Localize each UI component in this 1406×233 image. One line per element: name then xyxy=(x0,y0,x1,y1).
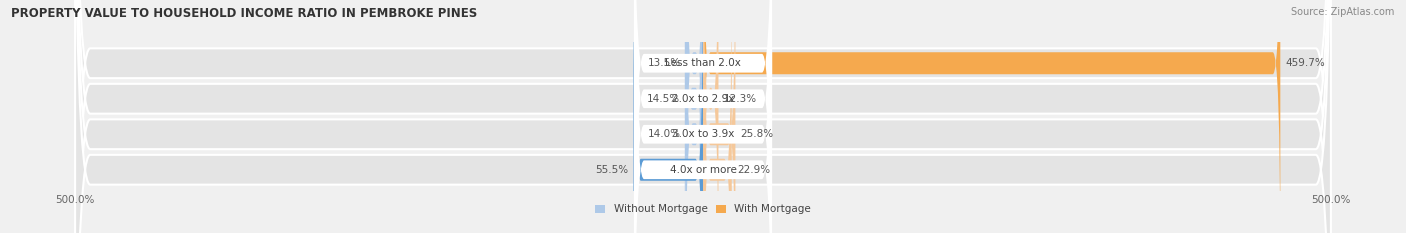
FancyBboxPatch shape xyxy=(685,0,703,233)
FancyBboxPatch shape xyxy=(75,0,1331,233)
Text: Less than 2.0x: Less than 2.0x xyxy=(665,58,741,68)
Text: 13.5%: 13.5% xyxy=(648,58,681,68)
Text: 12.3%: 12.3% xyxy=(724,94,756,104)
FancyBboxPatch shape xyxy=(686,0,703,233)
FancyBboxPatch shape xyxy=(634,0,772,233)
FancyBboxPatch shape xyxy=(703,0,735,233)
FancyBboxPatch shape xyxy=(75,0,1331,233)
Text: Source: ZipAtlas.com: Source: ZipAtlas.com xyxy=(1291,7,1395,17)
FancyBboxPatch shape xyxy=(75,0,1331,233)
FancyBboxPatch shape xyxy=(633,0,703,233)
Text: 459.7%: 459.7% xyxy=(1285,58,1324,68)
Text: 3.0x to 3.9x: 3.0x to 3.9x xyxy=(672,129,734,139)
FancyBboxPatch shape xyxy=(634,0,772,233)
FancyBboxPatch shape xyxy=(634,0,772,233)
FancyBboxPatch shape xyxy=(75,0,1331,233)
Text: 55.5%: 55.5% xyxy=(595,165,628,175)
Text: 25.8%: 25.8% xyxy=(741,129,773,139)
Legend: Without Mortgage, With Mortgage: Without Mortgage, With Mortgage xyxy=(591,200,815,219)
FancyBboxPatch shape xyxy=(685,0,703,233)
Text: PROPERTY VALUE TO HOUSEHOLD INCOME RATIO IN PEMBROKE PINES: PROPERTY VALUE TO HOUSEHOLD INCOME RATIO… xyxy=(11,7,478,20)
Text: 2.0x to 2.9x: 2.0x to 2.9x xyxy=(672,94,734,104)
FancyBboxPatch shape xyxy=(703,0,1281,233)
Text: 4.0x or more: 4.0x or more xyxy=(669,165,737,175)
Text: 14.5%: 14.5% xyxy=(647,94,679,104)
FancyBboxPatch shape xyxy=(703,0,718,233)
FancyBboxPatch shape xyxy=(703,0,731,233)
FancyBboxPatch shape xyxy=(634,0,772,233)
Text: 22.9%: 22.9% xyxy=(737,165,770,175)
Text: 14.0%: 14.0% xyxy=(647,129,681,139)
